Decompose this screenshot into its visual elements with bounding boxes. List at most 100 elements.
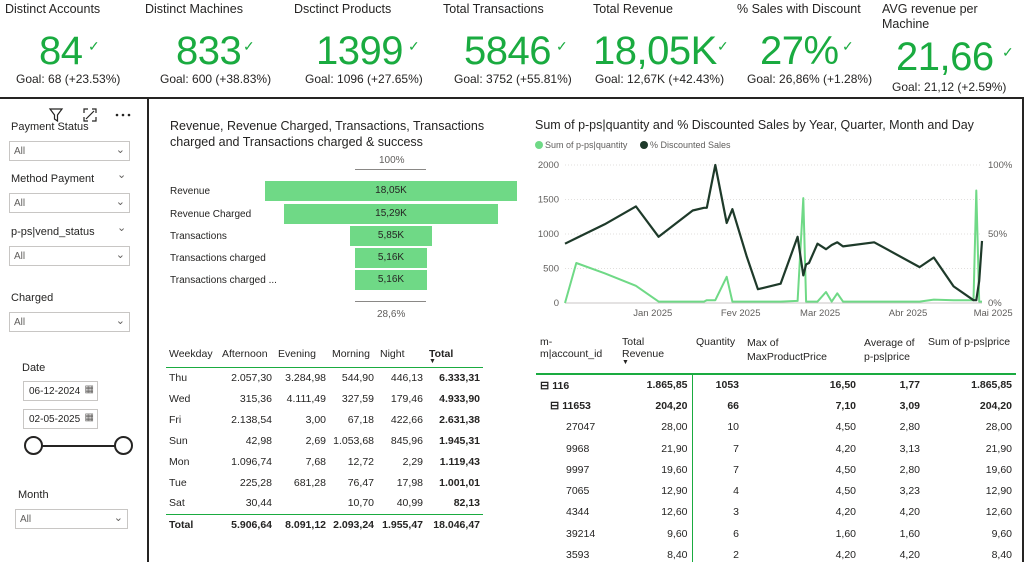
table-row[interactable]: 7065 12,90 4 4,50 3,23 12,90 [536, 480, 1016, 502]
kpi-goal: Goal: 26,86% (+1.28%) [747, 72, 873, 86]
method-payment-label: Method Payment [11, 173, 95, 185]
column-header[interactable]: Sum of p-ps|price [928, 336, 1011, 348]
column-header[interactable]: Average of p-ps|price [864, 337, 915, 363]
checkmark-icon: ✓ [243, 38, 255, 54]
table-row[interactable]: Wed 315,36 4.111,49 327,59 179,46 4.933,90 [166, 388, 483, 409]
filter-icon[interactable] [48, 107, 64, 126]
payment-status-dropdown[interactable]: All ⌄ [9, 141, 130, 161]
more-options-icon[interactable] [114, 105, 132, 124]
weekday-cell: Sun [169, 434, 188, 447]
value-cell: 17,98 [396, 476, 423, 489]
chevron-down-icon: ⌄ [115, 144, 125, 156]
account-id-cell: 39214 [536, 523, 618, 544]
chevron-down-icon[interactable]: ⌄ [117, 169, 127, 181]
account-id-cell: 4344 [536, 502, 618, 523]
payment-status-label: Payment Status [11, 121, 89, 133]
funnel-bar[interactable]: 5,16K [355, 270, 427, 290]
table-row[interactable]: 3593 8,40 2 4,20 4,20 8,40 [536, 544, 1016, 562]
value-cell: 1.119,43 [439, 455, 480, 468]
focus-mode-icon[interactable] [82, 107, 98, 126]
weekday-matrix: Weekday Afternoon Evening Morning Night … [166, 342, 483, 535]
kpi-title: % Sales with Discount [737, 2, 861, 16]
discount-series-line [564, 163, 984, 302]
value-cell: 82,13 [453, 497, 480, 510]
column-header[interactable]: Evening [278, 348, 316, 361]
table-row[interactable]: Sat 30,44 10,70 40,99 82,13 [166, 493, 483, 514]
column-header[interactable]: m-m|account_id [540, 336, 603, 360]
value-cell: 7,68 [305, 455, 326, 468]
legend-label: Sum of p-ps|quantity [545, 140, 628, 150]
table-row[interactable]: 9997 19,60 7 4,50 2,80 19,60 [536, 459, 1016, 481]
date-slider-start-handle[interactable] [24, 436, 43, 455]
header-divider [0, 97, 1024, 99]
revenue-header-label: Total Revenue [622, 336, 665, 360]
table-row[interactable]: Tue 225,28 681,28 76,47 17,98 1.001,01 [166, 472, 483, 493]
funnel-bar[interactable]: 18,05K [265, 181, 517, 201]
kpi-value: 1399 [316, 29, 403, 73]
sort-desc-icon: ▼ [429, 358, 436, 365]
value-cell: 4,20 [899, 548, 920, 561]
date-slider-track[interactable] [34, 445, 124, 447]
value-cell: 4,50 [835, 421, 856, 434]
vend-status-dropdown[interactable]: All ⌄ [9, 246, 130, 266]
calendar-icon[interactable]: ▦ [84, 412, 94, 423]
column-header[interactable]: Night [380, 348, 405, 361]
y-axis-tick-label: 0 [554, 298, 559, 309]
date-slider-end-handle[interactable] [114, 436, 133, 455]
value-cell: 1,77 [899, 379, 920, 392]
table-row[interactable]: 39214 9,60 6 1,60 1,60 9,60 [536, 523, 1016, 545]
column-header-revenue[interactable]: Total Revenue ▼ [618, 332, 692, 374]
funnel-bar[interactable]: 5,16K [355, 248, 427, 268]
funnel-bar[interactable]: 5,85K [350, 226, 432, 246]
value-cell: 2.631,38 [439, 413, 480, 426]
kpi-title: Distinct Machines [145, 2, 243, 16]
value-cell: 66 [727, 399, 739, 412]
value-cell: 4,20 [835, 442, 856, 455]
value-cell: 42,98 [245, 434, 272, 447]
table-row[interactable]: Fri 2.138,54 3,00 67,18 422,66 2.631,38 [166, 409, 483, 430]
charged-dropdown[interactable]: All ⌄ [9, 312, 130, 332]
column-header[interactable]: Max of MaxProductPrice [747, 337, 827, 363]
value-cell: 4.933,90 [439, 392, 480, 405]
funnel-bar-label: 5,16K [377, 252, 405, 263]
collapse-icon[interactable]: ⊟ [540, 379, 553, 392]
checkmark-icon: ✓ [408, 38, 420, 54]
table-row[interactable]: 4344 12,60 3 4,20 4,20 12,60 [536, 501, 1016, 524]
column-header[interactable]: Afternoon [222, 348, 268, 361]
end-date-input[interactable]: 02-05-2025 ▦ [23, 409, 98, 429]
account-id-text: 11653 [562, 400, 591, 413]
value-cell: 544,90 [341, 371, 374, 384]
line-chart[interactable]: 2000 1500 1000 500 0 100% 50% 0% Jan 2025 Fev 202… [530, 155, 1024, 325]
column-header[interactable]: Morning [332, 348, 370, 361]
month-dropdown[interactable]: All ⌄ [15, 509, 128, 529]
value-cell: 204,20 [979, 399, 1012, 412]
column-header-total[interactable]: Total ▼ [426, 342, 483, 367]
chevron-down-icon[interactable]: ⌄ [117, 222, 127, 234]
value-cell: 204,20 [618, 395, 693, 417]
funnel-bar[interactable]: 15,29K [284, 204, 498, 224]
table-row[interactable]: ⊟ 11653 204,20 66 7,10 3,09 204,20 [536, 395, 1016, 417]
collapse-icon[interactable]: ⊟ [550, 400, 563, 413]
start-date-input[interactable]: 06-12-2024 ▦ [23, 381, 98, 401]
value-cell: 225,28 [239, 476, 272, 489]
column-header[interactable]: Quantity [696, 336, 736, 348]
column-header[interactable]: Weekday [169, 348, 213, 361]
value-cell: 28,00 [618, 416, 693, 438]
legend-item-discount[interactable]: % Discounted Sales [640, 140, 731, 150]
table-row[interactable]: 9968 21,90 7 4,20 3,13 21,90 [536, 437, 1016, 460]
legend-item-quantity[interactable]: Sum of p-ps|quantity [535, 140, 627, 150]
table-row[interactable]: 27047 28,00 10 4,50 2,80 28,00 [536, 416, 1016, 438]
total-cell: 18.046,47 [433, 518, 480, 531]
table-row[interactable]: Sun 42,98 2,69 1.053,68 845,96 1.945,31 [166, 430, 483, 451]
value-cell: 3,09 [899, 399, 920, 412]
method-payment-dropdown[interactable]: All ⌄ [9, 193, 130, 213]
value-cell: 845,96 [390, 434, 423, 447]
y2-axis-tick-label: 100% [988, 160, 1013, 171]
x-axis-tick-label: Fev 2025 [721, 308, 761, 319]
table-row[interactable]: ⊟ 116 1.865,85 1053 16,50 1,77 1.865,85 [536, 374, 1016, 396]
calendar-icon[interactable]: ▦ [84, 384, 94, 395]
table-row[interactable]: Thu 2.057,30 3.284,98 544,90 446,13 6.333,31 [166, 367, 483, 388]
table-row[interactable]: Mon 1.096,74 7,68 12,72 2,29 1.119,43 [166, 451, 483, 472]
value-cell: 6 [733, 527, 739, 540]
value-cell: 4,50 [835, 463, 856, 476]
